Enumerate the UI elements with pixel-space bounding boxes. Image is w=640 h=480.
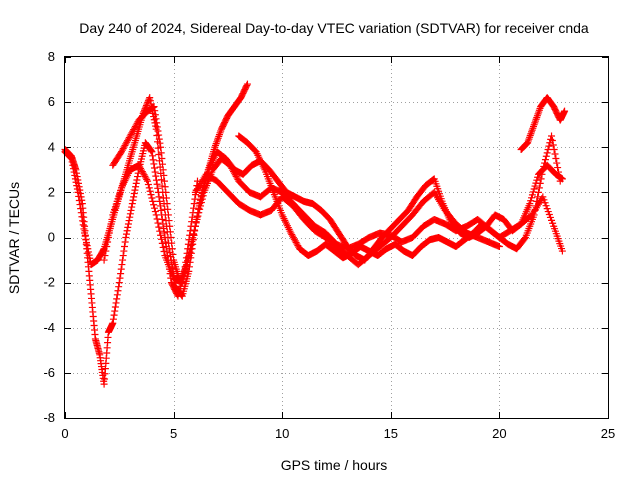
y-tick-label: 0 [48,230,55,245]
y-tick-label: -8 [43,410,55,425]
x-axis-label: GPS time / hours [281,457,388,473]
x-tick-label: 20 [492,426,506,441]
sdtvar-chart: Day 240 of 2024, Sidereal Day-to-day VTE… [0,0,640,480]
y-tick-label: -2 [43,275,55,290]
y-tick-label: 2 [48,184,55,199]
chart-background [0,0,640,480]
y-tick-label: 8 [48,49,55,64]
y-tick-label: 6 [48,94,55,109]
y-axis-label: SDTVAR / TECUs [6,182,22,294]
x-tick-label: 10 [275,426,289,441]
y-tick-label: -4 [43,320,55,335]
y-tick-label: -6 [43,365,55,380]
x-tick-label: 0 [61,426,68,441]
y-tick-label: 4 [48,139,55,154]
x-tick-label: 5 [170,426,177,441]
x-tick-label: 15 [384,426,398,441]
chart-title: Day 240 of 2024, Sidereal Day-to-day VTE… [79,20,589,36]
x-tick-label: 25 [601,426,615,441]
